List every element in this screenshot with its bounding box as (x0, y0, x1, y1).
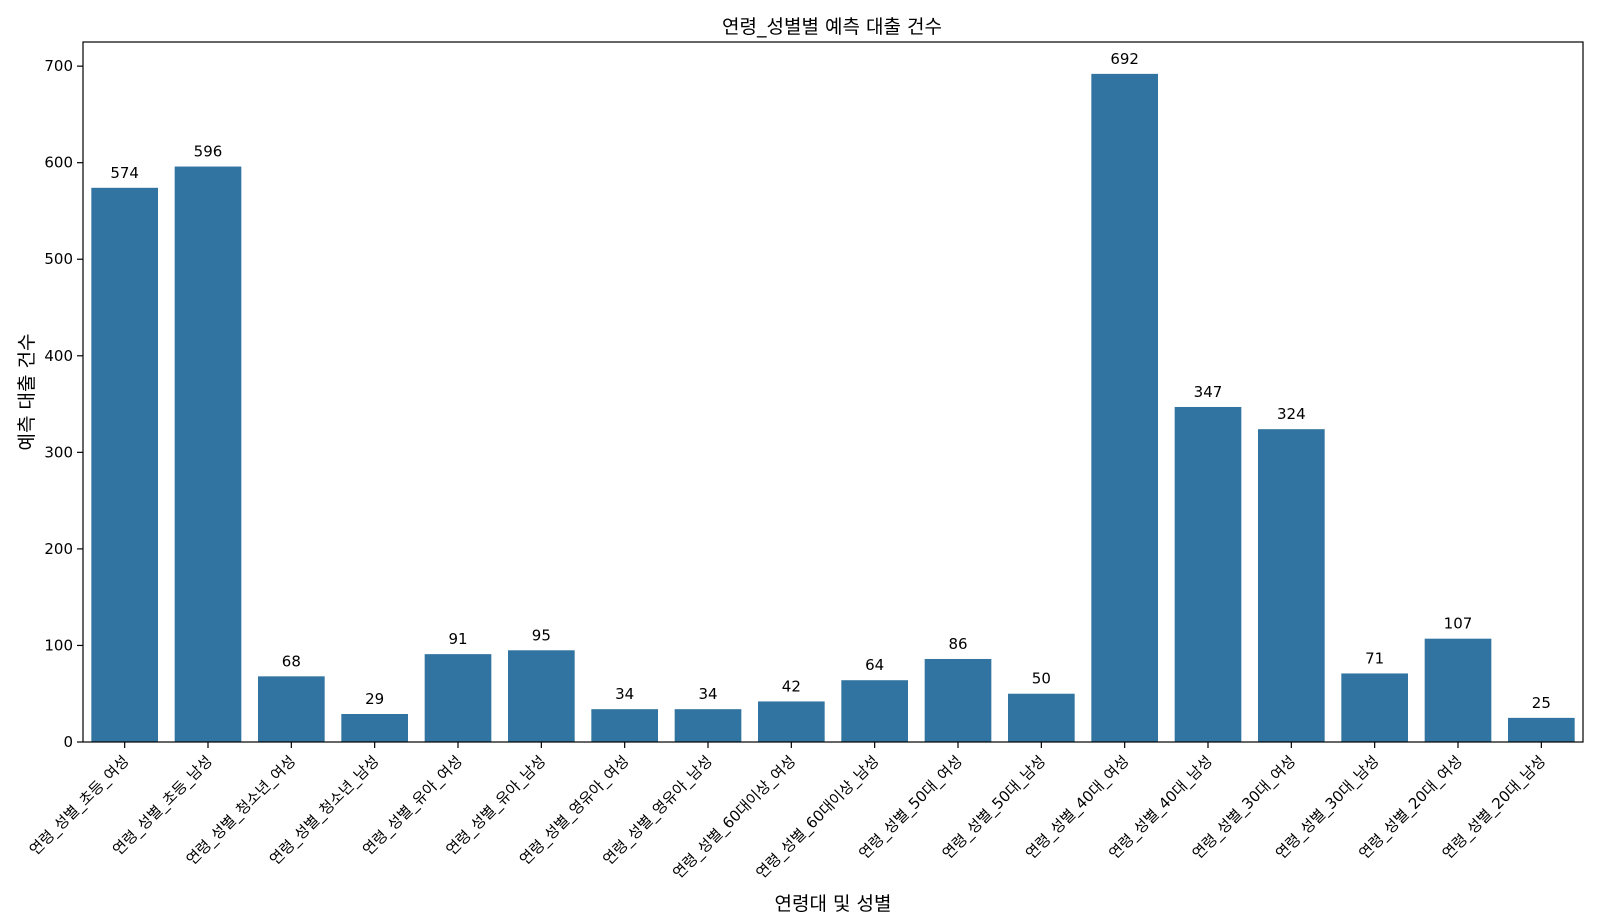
bar (1508, 717, 1575, 742)
bar (674, 709, 742, 742)
data-label: 91 (448, 630, 467, 648)
data-label: 95 (532, 626, 551, 644)
bar (258, 676, 325, 742)
data-labels-layer: 574 596 68 29 91 95 34 34 42 64 86 50 692 347 324 71 107… (110, 50, 1551, 712)
bar (591, 709, 658, 742)
bar (508, 650, 575, 742)
data-label: 71 (1365, 649, 1384, 667)
data-label: 29 (365, 690, 384, 708)
y-tick-label: 500 (44, 250, 73, 268)
bar (1174, 406, 1242, 742)
y-tick-label: 300 (44, 443, 73, 461)
bar (1258, 429, 1325, 742)
data-label: 50 (1032, 670, 1051, 688)
bar (1424, 638, 1492, 742)
x-axis: 연령_성별_초등_여성연령_성별_초등_남성연령_성별_청소년_여성연령_성별_… (26, 742, 1550, 883)
data-label: 86 (948, 635, 967, 653)
bar (341, 714, 408, 742)
y-tick-label: 600 (44, 154, 73, 172)
bars-layer (91, 73, 1575, 743)
bar (1008, 693, 1075, 742)
data-label: 34 (615, 685, 634, 703)
data-label: 574 (110, 164, 139, 182)
bar (758, 701, 825, 742)
data-label: 34 (698, 685, 717, 703)
data-label: 64 (865, 656, 884, 674)
bar (1341, 673, 1408, 742)
data-label: 42 (782, 677, 801, 695)
y-tick-label: 200 (44, 540, 73, 558)
chart-title: 연령_성별별 예측 대출 건수 (722, 16, 942, 38)
data-label: 25 (1532, 694, 1551, 712)
bar (424, 654, 492, 742)
y-tick-label: 700 (44, 57, 73, 75)
y-tick-label: 0 (63, 733, 73, 751)
y-axis: 0 100 200 300 400 500 600 700 (44, 57, 83, 751)
data-label: 107 (1444, 615, 1473, 633)
x-axis-label: 연령대 및 성별 (775, 893, 892, 915)
y-axis-label: 예측 대출 건수 (16, 334, 38, 451)
data-label: 347 (1194, 383, 1223, 401)
data-label: 68 (282, 652, 301, 670)
y-tick-label: 100 (44, 636, 73, 654)
data-label: 324 (1277, 405, 1306, 423)
bar (174, 166, 242, 743)
y-tick-label: 400 (44, 347, 73, 365)
plot-frame (82, 41, 1584, 743)
bar (841, 680, 908, 742)
data-label: 596 (194, 143, 223, 161)
bar (924, 658, 992, 742)
bar (1091, 73, 1158, 743)
bar (91, 187, 158, 743)
data-label: 692 (1110, 50, 1139, 68)
